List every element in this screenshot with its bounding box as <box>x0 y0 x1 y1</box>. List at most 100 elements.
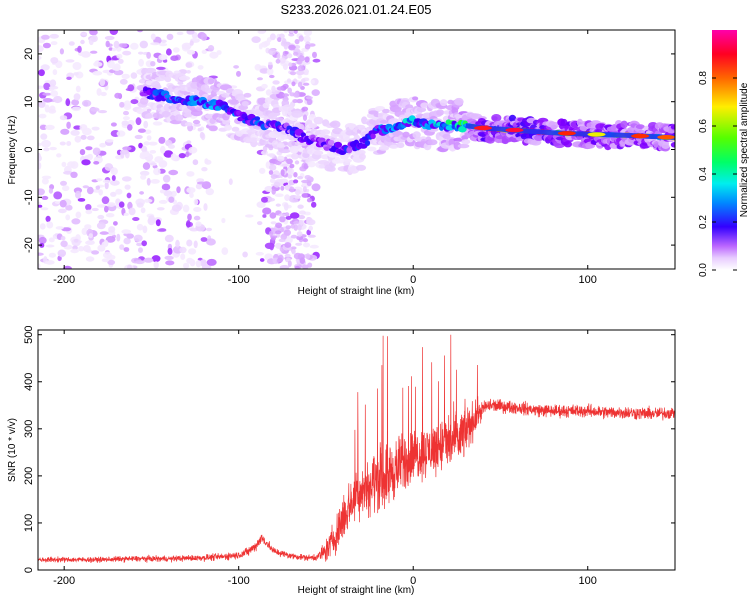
noise-speckle <box>134 134 143 140</box>
ridge-halo <box>278 148 291 154</box>
noise-speckle <box>44 260 55 265</box>
noise-speckle <box>159 189 166 194</box>
noise-speckle <box>38 55 42 60</box>
noise-speckle <box>57 249 66 257</box>
noise-speckle <box>310 79 315 84</box>
noise-speckle <box>91 126 100 131</box>
noise-speckle <box>288 33 295 37</box>
noise-speckle <box>48 85 59 90</box>
noise-speckle <box>140 174 147 180</box>
noise-speckle <box>48 188 54 194</box>
ridge-halo <box>282 104 294 112</box>
noise-speckle <box>78 246 85 252</box>
noise-speckle <box>108 226 116 233</box>
noise-speckle <box>138 51 144 55</box>
noise-speckle <box>280 233 288 240</box>
ridge-core <box>458 125 467 133</box>
noise-speckle <box>81 159 91 166</box>
ridge-hotspot <box>631 133 650 139</box>
ridge-halo <box>298 123 305 130</box>
noise-speckle <box>65 98 71 107</box>
snr-xlabel: Height of straight line (km) <box>298 585 415 596</box>
noise-speckle <box>137 30 143 33</box>
ridge-core <box>370 133 376 140</box>
noise-speckle <box>114 92 122 99</box>
colorbar-tick-label: 0.6 <box>698 119 709 133</box>
noise-speckle <box>176 31 184 36</box>
ridge-halo <box>144 67 157 74</box>
ridge-halo <box>533 134 545 142</box>
noise-speckle <box>257 77 263 81</box>
noise-speckle <box>286 78 292 83</box>
noise-speckle <box>269 164 277 171</box>
noise-speckle <box>66 76 72 81</box>
noise-speckle <box>67 161 76 168</box>
noise-speckle <box>90 34 98 43</box>
noise-speckle <box>186 187 196 194</box>
noise-speckle <box>110 191 117 197</box>
noise-speckle <box>55 226 64 230</box>
noise-speckle <box>192 159 199 166</box>
noise-speckle <box>276 86 284 91</box>
noise-speckle <box>289 71 297 76</box>
noise-speckle <box>107 259 116 265</box>
ridge-halo <box>291 110 303 118</box>
noise-speckle <box>38 201 42 206</box>
noise-speckle <box>38 113 47 119</box>
noise-speckle <box>143 198 153 203</box>
noise-speckle <box>141 240 147 247</box>
noise-speckle <box>158 228 167 232</box>
noise-speckle <box>101 196 110 205</box>
noise-speckle <box>73 72 79 76</box>
noise-speckle <box>261 83 268 89</box>
noise-speckle <box>146 135 152 141</box>
noise-speckle <box>185 151 190 158</box>
noise-speckle <box>290 234 298 239</box>
noise-speckle <box>189 40 194 46</box>
noise-speckle <box>199 131 205 139</box>
noise-speckle <box>150 33 156 40</box>
noise-speckle <box>101 258 110 263</box>
noise-speckle <box>264 185 274 193</box>
ridge-hotspot <box>657 135 675 140</box>
noise-speckle <box>68 41 75 46</box>
noise-speckle <box>311 201 317 208</box>
noise-speckle <box>43 82 51 91</box>
ridge-halo <box>291 153 299 160</box>
noise-speckle <box>105 40 110 48</box>
noise-speckle <box>115 188 123 195</box>
noise-speckle <box>57 255 62 262</box>
ridge-halo <box>661 143 670 149</box>
noise-speckle <box>90 107 100 112</box>
colorbar-label: Normalized spectral amplitude <box>739 82 750 217</box>
ridge-halo <box>427 139 438 146</box>
noise-speckle <box>302 114 308 121</box>
noise-speckle <box>283 43 289 50</box>
noise-speckle <box>165 260 175 266</box>
noise-speckle <box>193 215 201 221</box>
noise-speckle <box>186 257 194 264</box>
noise-speckle <box>203 203 208 211</box>
noise-speckle <box>41 175 52 180</box>
noise-speckle <box>304 175 312 180</box>
noise-speckle <box>50 57 59 64</box>
noise-speckle <box>50 90 59 97</box>
ridge-halo <box>164 76 172 83</box>
noise-speckle <box>285 215 292 220</box>
noise-speckle <box>279 265 290 269</box>
noise-speckle <box>116 130 126 137</box>
noise-speckle <box>279 57 286 64</box>
noise-speckle <box>266 67 274 76</box>
noise-speckle <box>139 40 148 49</box>
noise-speckle <box>193 240 198 249</box>
noise-speckle <box>40 133 48 140</box>
ridge-halo <box>396 142 405 149</box>
noise-speckle <box>104 181 109 190</box>
noise-speckle <box>311 89 320 96</box>
snr-ylabel: SNR (10 * v/v) <box>7 418 18 482</box>
noise-speckle <box>176 186 181 194</box>
noise-speckle <box>233 65 240 69</box>
noise-speckle <box>154 156 164 163</box>
noise-speckle <box>282 93 290 97</box>
noise-speckle <box>278 238 286 243</box>
